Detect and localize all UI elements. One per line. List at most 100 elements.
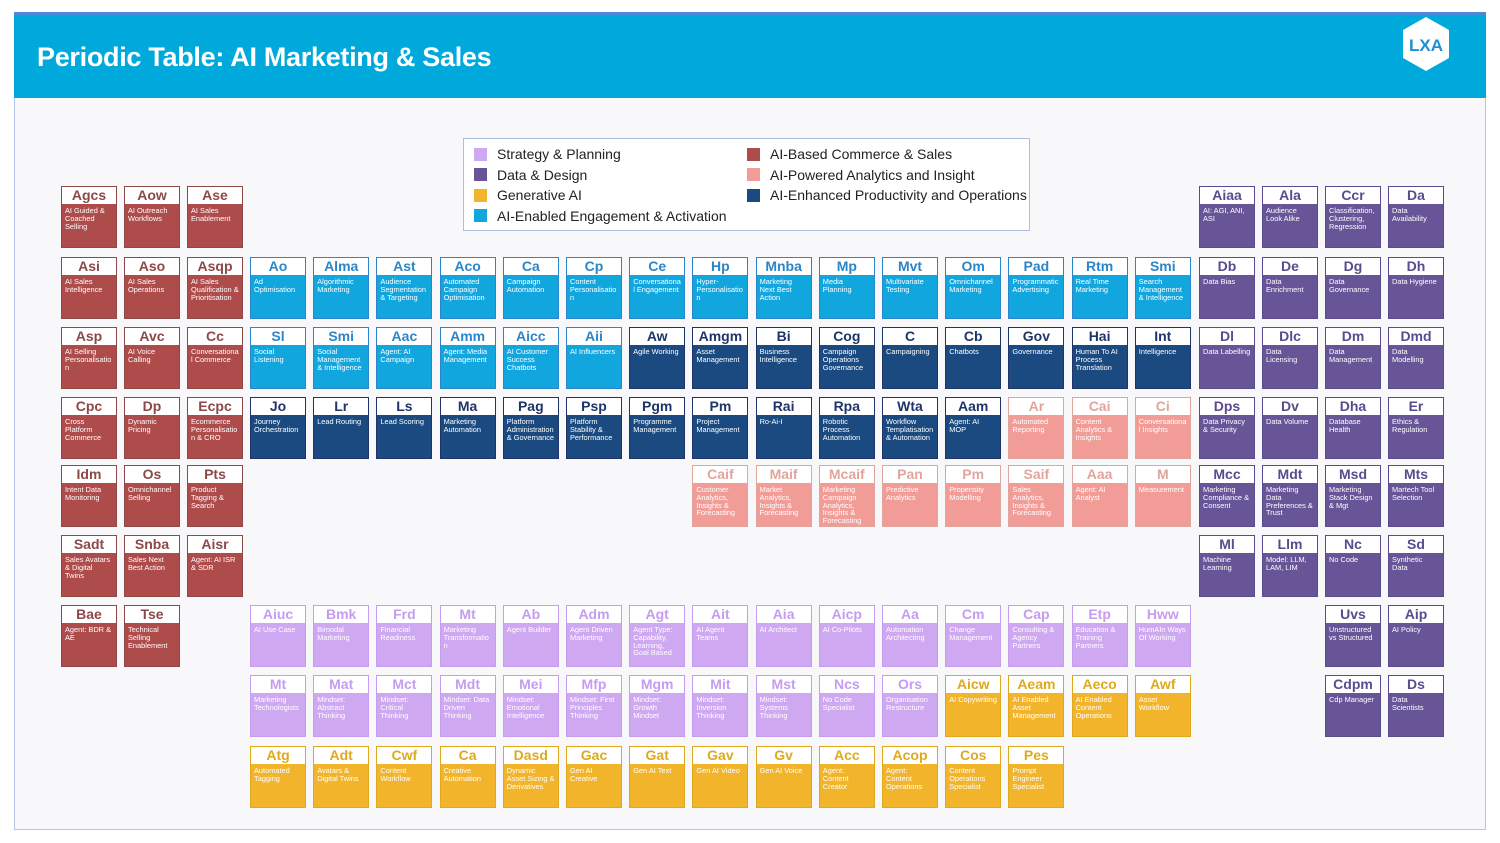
element-symbol: Aa xyxy=(883,606,937,623)
element-symbol: Tse xyxy=(125,606,179,623)
element-symbol: Ecpc xyxy=(188,398,242,415)
legend-item-generative: Generative AI xyxy=(474,187,582,203)
element-tile-atg: Atg Automated Tagging xyxy=(250,746,306,808)
element-name: Agent: BDR & AE xyxy=(62,623,116,666)
lxa-logo: LXA xyxy=(1403,17,1449,71)
element-name: Conversational Commerce xyxy=(188,345,242,388)
element-tile-dp: Dp Dynamic Pricing xyxy=(124,397,180,459)
element-name: Data Privacy & Security xyxy=(1200,415,1254,458)
element-symbol: Mt xyxy=(440,606,495,623)
element-symbol: Ccr xyxy=(1326,187,1380,204)
element-tile-awf: Awf Asset Workflow xyxy=(1134,675,1191,737)
element-symbol: Cpc xyxy=(62,398,116,415)
element-tile-mdt: Mdt Marketing Data Preferences & Trust xyxy=(1262,465,1318,527)
element-name: Unstructured vs Structured xyxy=(1326,623,1380,666)
element-name: Cdp Manager xyxy=(1326,693,1380,736)
element-tile-gav: Gav Gen AI Video xyxy=(692,746,749,808)
legend-item-data: Data & Design xyxy=(474,167,587,183)
element-symbol: Bi xyxy=(756,328,811,345)
element-tile-mct: Mct Mindset: Critical Thinking xyxy=(376,675,433,737)
element-tile-dv: Dv Data Volume xyxy=(1262,397,1318,459)
element-tile-ase: Ase AI Sales Enablement xyxy=(187,186,243,248)
element-tile-asp: Asp AI Selling Personalisation xyxy=(61,327,117,389)
element-symbol: Dm xyxy=(1326,328,1380,345)
element-name: Programmatic Advertising xyxy=(1009,275,1064,318)
element-tile-rai: Rai Ro-Ai-I xyxy=(755,397,812,459)
element-tile-aisr: Aisr Agent: AI ISR & SDR xyxy=(187,535,243,597)
element-name: Automated Tagging xyxy=(251,764,305,807)
element-symbol: Aso xyxy=(125,258,179,275)
element-tile-da: Da Data Availability xyxy=(1388,186,1444,248)
element-tile-int: Int Intelligence xyxy=(1134,327,1191,389)
element-tile-bae: Bae Agent: BDR & AE xyxy=(61,605,117,667)
element-name: Data Management xyxy=(1326,345,1380,388)
legend-swatch xyxy=(474,168,487,181)
element-symbol: Ls xyxy=(377,398,432,415)
element-name: Data Enrichment xyxy=(1263,275,1317,318)
element-tile-dps: Dps Data Privacy & Security xyxy=(1199,397,1255,459)
element-tile-ors: Ors Organisation Restructure xyxy=(882,675,938,737)
element-tile-mts: Mts Martech Tool Selection xyxy=(1388,465,1444,527)
element-tile-rpa: Rpa Robotic Process Automation xyxy=(818,397,875,459)
element-tile-cos: Cos Content Operations Specialist xyxy=(945,746,1002,808)
element-name: Audience Look Alike xyxy=(1263,204,1317,247)
element-tile-hp: Hp Hyper-Personalisation xyxy=(692,257,749,319)
element-tile-amgm: Amgm Asset Management xyxy=(692,327,749,389)
element-tile-ar: Ar Automated Reporting xyxy=(1008,397,1065,459)
legend-swatch xyxy=(747,188,760,202)
element-name: Intent Data Monitoring xyxy=(62,483,116,526)
element-name: Content Operations Specialist xyxy=(946,764,1001,807)
element-symbol: Pts xyxy=(188,466,242,483)
element-tile-agt: Agt Agent Type: Capability, Learning, Goa… xyxy=(629,605,686,667)
element-tile-agcs: Agcs AI Guided & Coached Selling xyxy=(61,186,117,248)
element-symbol: Ala xyxy=(1263,187,1317,204)
legend-label: AI-Powered Analytics and Insight xyxy=(770,166,975,183)
element-tile-aicc: Aicc AI Customer Success Chatbots xyxy=(502,327,559,389)
element-tile-mnba: Mnba Marketing Next Best Action xyxy=(755,257,812,319)
element-name: Platform Administration & Governance xyxy=(503,415,558,458)
element-symbol: Os xyxy=(125,466,179,483)
element-name: Machine Learning xyxy=(1200,553,1254,596)
element-symbol: Cp xyxy=(567,258,621,275)
element-tile-avc: Avc AI Voice Calling xyxy=(124,327,180,389)
element-tile-aa: Aa Automation Architecting xyxy=(882,605,938,667)
element-tile-om: Om Omnichannel Marketing xyxy=(945,257,1002,319)
element-name: Omnichannel Selling xyxy=(125,483,179,526)
element-name: Data Hygiene xyxy=(1389,275,1443,318)
element-tile-dasd: Dasd Dynamic Asset Sizing & Derivatives xyxy=(502,746,559,808)
element-symbol: Ca xyxy=(440,747,495,764)
element-symbol: Hp xyxy=(693,258,748,275)
element-name: Measurement xyxy=(1135,483,1190,526)
element-name: Prompt Engineer Specialist xyxy=(1009,764,1064,807)
element-name: AI Sales Qualification & Prioritisation xyxy=(188,275,242,318)
element-name: Agent: AI Campaign xyxy=(377,345,432,388)
element-name: Gen AI Text xyxy=(630,764,685,807)
element-symbol: Aicp xyxy=(819,606,874,623)
element-name: Product Tagging & Search xyxy=(188,483,242,526)
element-name: Data Labelling xyxy=(1200,345,1254,388)
element-symbol: Db xyxy=(1200,258,1254,275)
element-tile-pan: Pan Predictive Analytics xyxy=(882,465,938,527)
element-tile-mcc: Mcc Marketing Compliance & Consent xyxy=(1199,465,1255,527)
element-tile-sadt: Sadt Sales Avatars & Digital Twins xyxy=(61,535,117,597)
element-name: Lead Scoring xyxy=(377,415,432,458)
element-tile-aam: Aam Agent: AI MOP xyxy=(945,397,1002,459)
legend-item-analytics: AI-Powered Analytics and Insight xyxy=(747,167,975,183)
element-tile-adm: Adm Agent Driven Marketing xyxy=(566,605,622,667)
element-name: Agent Driven Marketing xyxy=(567,623,621,666)
element-symbol: Amgm xyxy=(693,328,748,345)
element-tile-pad: Pad Programmatic Advertising xyxy=(1008,257,1065,319)
element-name: Lead Routing xyxy=(314,415,369,458)
element-tile-acop: Acop Agent: Content Operations xyxy=(882,746,938,808)
element-tile-cm: Cm Change Management xyxy=(945,605,1002,667)
element-symbol: Cog xyxy=(819,328,874,345)
element-symbol: Bae xyxy=(62,606,116,623)
element-tile-ecpc: Ecpc Ecommerce Personalisation & CRO xyxy=(187,397,243,459)
element-name: Real Time Marketing xyxy=(1072,275,1127,318)
element-tile-rtm: Rtm Real Time Marketing xyxy=(1071,257,1128,319)
element-symbol: Dg xyxy=(1326,258,1380,275)
element-symbol: Psp xyxy=(567,398,621,415)
element-symbol: Saif xyxy=(1009,466,1064,483)
element-symbol: Atg xyxy=(251,747,305,764)
element-tile-cwf: Cwf Content Workflow xyxy=(376,746,433,808)
